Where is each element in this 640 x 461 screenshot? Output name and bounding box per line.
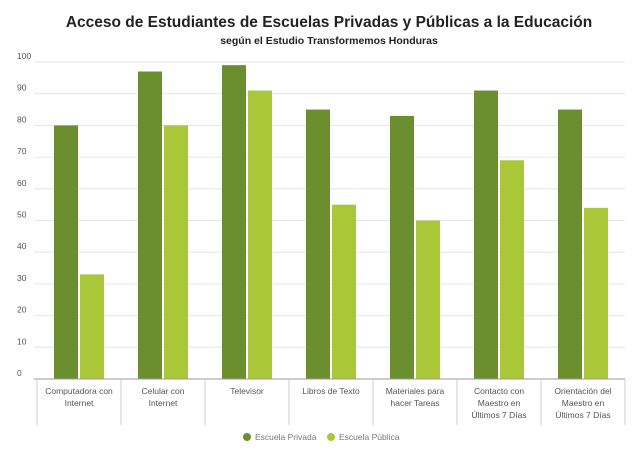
x-tick-label-line: Televisor xyxy=(230,386,264,396)
legend-label: Escuela Privada xyxy=(255,432,317,442)
x-tick-label-line: Maestro en xyxy=(478,398,521,408)
bar-privada xyxy=(474,90,498,379)
bar-publica xyxy=(332,204,356,379)
legend-marker xyxy=(243,433,251,441)
chart-subtitle: según el Estudio Transformemos Honduras xyxy=(220,35,438,47)
x-tick-label-line: Celular con xyxy=(142,386,185,396)
y-tick-label: 30 xyxy=(17,273,27,283)
y-tick-label: 60 xyxy=(17,178,27,188)
bar-privada xyxy=(558,109,582,380)
bar-publica xyxy=(248,90,272,379)
x-tick-label-line: Internet xyxy=(149,398,178,408)
x-tick-label-line: Computadora con xyxy=(45,386,113,396)
x-tick-label: Contacto con Maestro en Últimos 7 Días xyxy=(471,386,526,420)
x-tick-label-line: hacer Tareas xyxy=(391,398,440,408)
x-tick-label: Computadora con Internet xyxy=(45,386,113,408)
bar-privada xyxy=(390,115,414,379)
legend: Escuela Privada Escuela Pública xyxy=(243,432,400,442)
y-tick-label: 20 xyxy=(17,305,27,315)
bar-privada xyxy=(222,65,246,380)
y-tick-label: 80 xyxy=(17,114,27,124)
y-tick-label: 90 xyxy=(17,83,27,93)
bar-publica xyxy=(584,207,608,379)
bar-privada xyxy=(306,109,330,380)
x-tick-label: Televisor xyxy=(230,386,264,396)
y-tick-label: 70 xyxy=(17,146,27,156)
x-tick-label-line: Últimos 7 Días xyxy=(471,410,526,420)
x-tick-label-line: Materiales para xyxy=(386,386,445,396)
bar-privada xyxy=(54,125,78,380)
x-tick-label: Materiales para hacer Tareas xyxy=(386,386,445,408)
x-tick-label: Libros de Texto xyxy=(302,386,360,396)
x-tick-label-line: Libros de Texto xyxy=(302,386,360,396)
x-tick-label: Celular con Internet xyxy=(142,386,185,408)
y-tick-label: 0 xyxy=(17,368,22,378)
y-tick-label: 10 xyxy=(17,336,27,346)
x-tick-label-line: Últimos 7 Días xyxy=(555,410,610,420)
bar-publica xyxy=(80,274,104,379)
bar-publica xyxy=(164,125,188,380)
bars xyxy=(54,65,608,380)
bar-publica xyxy=(416,220,440,379)
y-tick-label: 50 xyxy=(17,210,27,220)
y-tick-label: 100 xyxy=(17,51,31,61)
bar-privada xyxy=(138,71,162,379)
legend-label: Escuela Pública xyxy=(339,432,400,442)
x-tick-label-line: Internet xyxy=(65,398,94,408)
y-tick-label: 40 xyxy=(17,241,27,251)
x-axis: Computadora con Internet Celular con Intern… xyxy=(34,378,626,425)
chart-title: Acceso de Estudiantes de Escuelas Privad… xyxy=(66,14,592,31)
x-tick-label-line: Orientación del xyxy=(554,386,611,396)
x-tick-label: Orientación del Maestro en Últimos 7 Días xyxy=(554,386,611,420)
x-tick-label-line: Maestro en xyxy=(562,398,605,408)
bar-publica xyxy=(500,160,524,379)
x-tick-label-line: Contacto con xyxy=(474,386,524,396)
y-axis-ticks: 0 10 20 30 40 50 60 70 80 90 100 xyxy=(17,51,31,378)
legend-marker xyxy=(327,433,335,441)
